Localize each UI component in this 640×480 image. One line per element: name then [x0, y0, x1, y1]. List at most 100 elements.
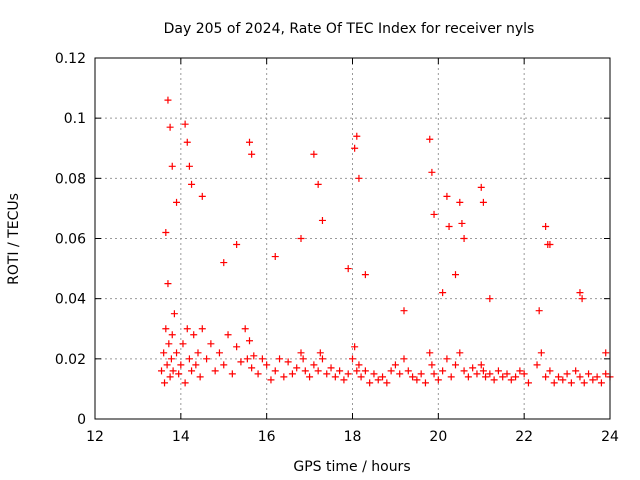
data-point [443, 192, 451, 200]
data-point [164, 96, 172, 104]
data-point [314, 367, 322, 375]
data-point [452, 271, 459, 279]
data-point [163, 361, 171, 369]
y-tick-label: 0.08 [55, 171, 86, 187]
x-axis-label: GPS time / hours [293, 459, 410, 475]
data-point [194, 349, 202, 357]
data-point [267, 376, 275, 384]
data-point [486, 295, 494, 303]
data-point [228, 370, 236, 378]
data-point [166, 123, 174, 131]
x-tick-label: 16 [258, 429, 276, 445]
data-point [366, 379, 374, 387]
data-point [542, 373, 550, 381]
x-tick-label: 12 [86, 429, 104, 445]
data-point [254, 370, 262, 378]
chart-title: Day 205 of 2024, Rate Of TEC Index for r… [164, 21, 535, 37]
data-point [314, 180, 322, 188]
data-point [220, 361, 228, 369]
data-point [175, 370, 183, 378]
data-point [430, 210, 438, 218]
data-point [263, 361, 271, 369]
data-point [353, 132, 361, 140]
data-point [404, 367, 412, 375]
data-point [185, 355, 193, 363]
data-point [241, 325, 249, 333]
data-point [192, 361, 200, 369]
data-point [537, 349, 545, 357]
data-point [452, 361, 459, 369]
data-point [284, 358, 292, 366]
data-point [428, 168, 436, 176]
data-point [417, 370, 425, 378]
data-point [580, 379, 588, 387]
data-point [447, 373, 455, 381]
data-point [243, 355, 251, 363]
data-point [198, 192, 206, 200]
data-point [400, 355, 408, 363]
data-point [188, 180, 196, 188]
data-point [336, 367, 344, 375]
data-point [351, 144, 359, 152]
data-point [567, 379, 575, 387]
data-point [486, 370, 494, 378]
data-point [160, 349, 168, 357]
data-point [233, 343, 241, 351]
data-point [173, 198, 181, 206]
data-point [181, 120, 189, 128]
data-point [215, 349, 223, 357]
data-point [469, 364, 477, 372]
data-point [524, 379, 532, 387]
data-point [299, 355, 307, 363]
x-tick-label: 18 [344, 429, 362, 445]
data-point [188, 367, 196, 375]
y-tick-label: 0.02 [55, 352, 86, 368]
data-point [233, 241, 241, 249]
data-point [593, 373, 601, 381]
data-point [203, 355, 211, 363]
data-point [185, 162, 193, 170]
data-point [473, 370, 481, 378]
data-point [183, 325, 191, 333]
data-point [361, 271, 369, 279]
data-point [166, 373, 174, 381]
y-tick-label: 0.04 [55, 292, 86, 308]
data-point [546, 367, 554, 375]
data-point [198, 325, 206, 333]
data-point [409, 373, 417, 381]
data-point [542, 222, 550, 230]
data-point [479, 198, 487, 206]
data-point [550, 379, 558, 387]
data-point [168, 331, 176, 339]
data-point [323, 370, 331, 378]
data-point [211, 367, 219, 375]
data-point [439, 367, 447, 375]
data-point [460, 235, 468, 242]
y-tick-label: 0.1 [64, 111, 86, 127]
data-point [310, 150, 318, 158]
data-point [533, 361, 541, 369]
data-point [177, 361, 185, 369]
data-point [396, 370, 404, 378]
data-point [276, 355, 284, 363]
y-tick-label: 0.12 [55, 51, 86, 67]
data-point [293, 364, 301, 372]
data-point [306, 373, 314, 381]
data-point [310, 361, 318, 369]
data-point [297, 235, 305, 242]
data-point [391, 361, 399, 369]
data-point [430, 370, 438, 378]
data-point [563, 370, 571, 378]
data-point [379, 373, 387, 381]
data-point [173, 349, 181, 357]
data-point [460, 367, 468, 375]
data-point [512, 373, 520, 381]
y-axis-label: ROTI / TECUs [6, 193, 22, 285]
data-point [280, 373, 288, 381]
data-point [597, 379, 605, 387]
x-tick-label: 14 [172, 429, 190, 445]
x-axis: 12 14 16 18 20 22 24 [86, 58, 619, 445]
data-point [170, 310, 178, 318]
data-point [361, 367, 369, 375]
data-point [161, 379, 169, 387]
